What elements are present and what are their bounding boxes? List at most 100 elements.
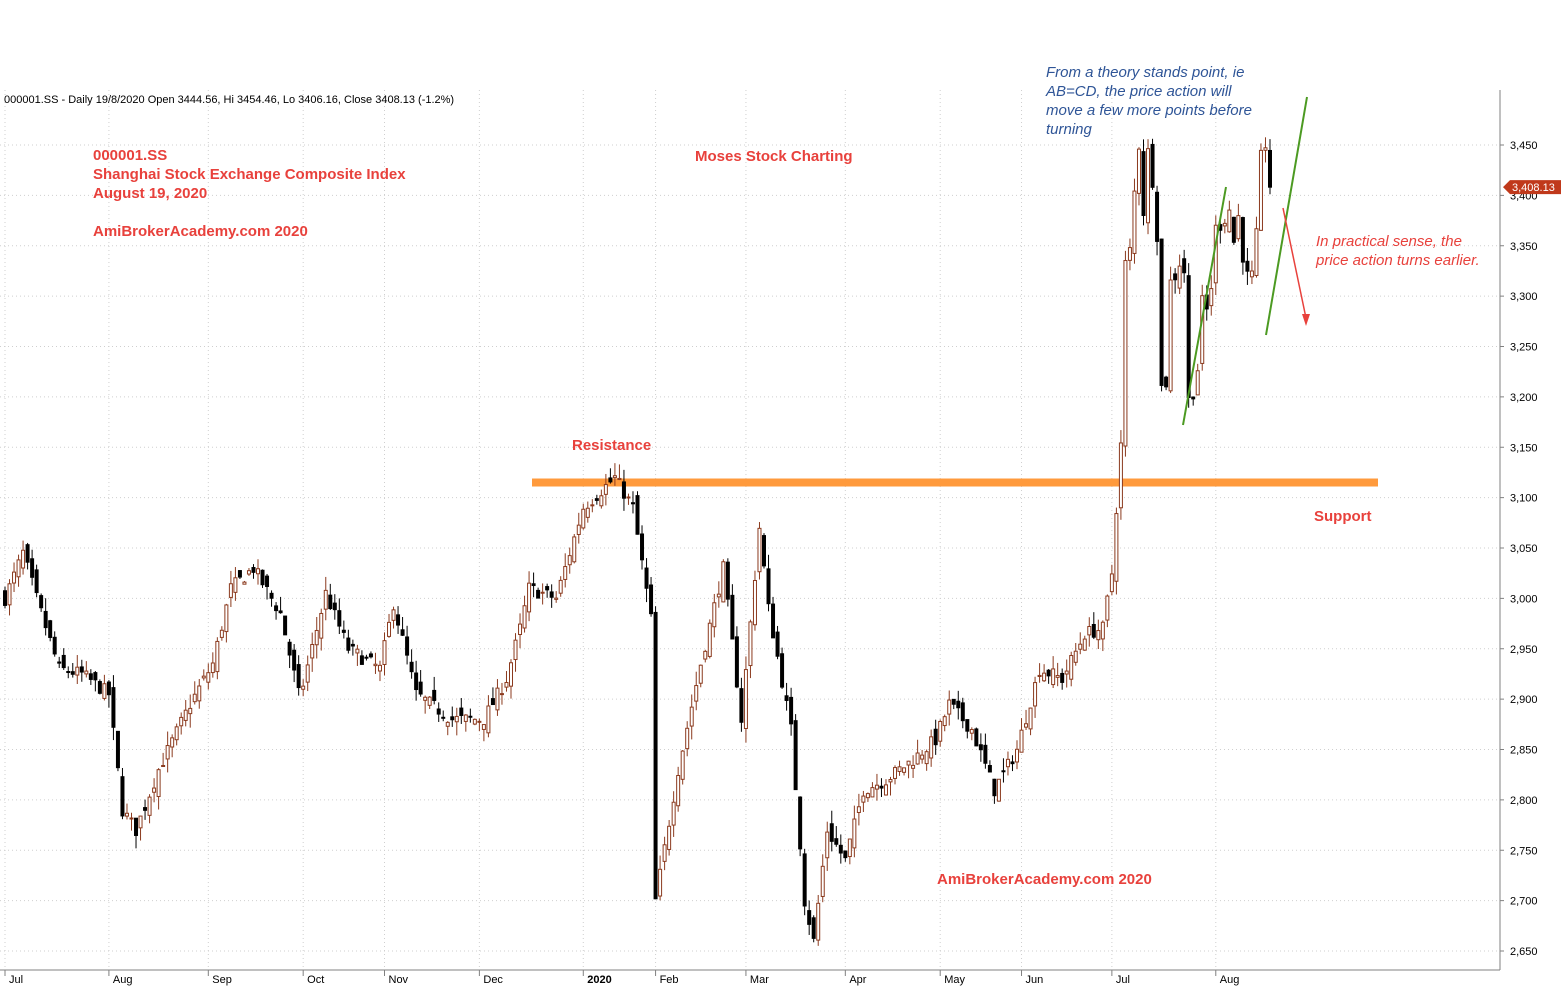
support-resistance-layer xyxy=(532,478,1378,487)
candle-body xyxy=(224,604,229,633)
candle-body xyxy=(7,583,12,606)
candle-up xyxy=(1024,709,1029,731)
candle-body xyxy=(1087,625,1092,636)
candle-body xyxy=(1209,288,1214,307)
candle-up xyxy=(1005,751,1010,776)
candle-body xyxy=(156,769,161,798)
candle-up xyxy=(567,547,572,574)
candle-body xyxy=(1263,147,1268,151)
candle-down xyxy=(364,654,369,661)
candle-up xyxy=(301,679,306,697)
brand-label: Moses Stock Charting xyxy=(695,148,853,165)
y-tick-label: 2,900 xyxy=(1510,694,1538,706)
candle-body xyxy=(57,661,62,664)
candle-body xyxy=(1005,758,1010,768)
candle-down xyxy=(120,767,125,820)
candle-up xyxy=(463,714,468,732)
candle-up xyxy=(1096,619,1101,650)
site-label-bottom: AmiBrokerAcademy.com 2020 xyxy=(937,871,1152,888)
candle-down xyxy=(649,576,654,617)
candle-up xyxy=(161,752,166,768)
candle-up xyxy=(752,570,757,631)
candle-down xyxy=(39,593,44,612)
candle-body xyxy=(188,707,193,715)
candle-up xyxy=(183,699,188,727)
candle-body xyxy=(61,654,66,669)
candle-body xyxy=(807,910,812,925)
candle-body xyxy=(481,724,486,730)
x-tick-label: May xyxy=(944,974,965,986)
candle-body xyxy=(621,481,626,499)
candle-body xyxy=(707,622,712,657)
candle-body xyxy=(590,504,595,507)
candle-up xyxy=(427,696,432,710)
candle-body xyxy=(84,670,89,675)
candle-down xyxy=(134,817,139,849)
candle-up xyxy=(391,606,396,629)
candle-body xyxy=(405,636,410,656)
candle-body xyxy=(924,751,929,765)
candle-body xyxy=(1118,442,1123,509)
candle-up xyxy=(861,790,866,813)
candle-up xyxy=(445,721,450,736)
candle-body xyxy=(748,621,753,667)
candle-body xyxy=(21,549,26,569)
candle-down xyxy=(789,687,794,736)
candle-down xyxy=(143,799,148,820)
candle-up xyxy=(16,554,21,587)
candle-down xyxy=(296,655,301,696)
x-tick-label: Oct xyxy=(307,974,324,986)
candle-body xyxy=(734,636,739,688)
candle-body xyxy=(1046,669,1051,677)
candle-body xyxy=(102,683,107,699)
candle-up xyxy=(481,724,486,742)
candle-body xyxy=(292,649,297,671)
candle-body xyxy=(775,631,780,657)
candle-up xyxy=(1078,632,1083,655)
candle-body xyxy=(111,687,116,728)
candle-up xyxy=(495,679,500,716)
candle-body xyxy=(274,605,279,612)
candle-body xyxy=(1268,149,1272,188)
candle-body xyxy=(237,570,242,578)
candle-down xyxy=(88,669,93,685)
candle-body xyxy=(495,687,500,711)
candle-body xyxy=(1168,279,1173,392)
candle-body xyxy=(527,582,532,613)
candle-body xyxy=(269,592,274,599)
candle-body xyxy=(346,637,351,651)
candle-body xyxy=(965,719,970,732)
candle-body xyxy=(423,696,428,701)
candle-body xyxy=(1060,672,1065,683)
candle-down xyxy=(802,848,807,916)
candle-body xyxy=(409,661,414,673)
candle-body xyxy=(377,664,382,672)
candle-body xyxy=(260,569,265,586)
candle-up xyxy=(888,776,893,796)
candle-down xyxy=(287,638,292,669)
candle-down xyxy=(933,719,938,755)
candle-down xyxy=(762,533,766,569)
candle-up xyxy=(554,591,559,603)
candle-body xyxy=(716,593,721,598)
candle-up xyxy=(124,803,129,820)
candle-up xyxy=(156,768,161,810)
candle-up xyxy=(1082,635,1087,651)
practical-note: In practical sense, the price action tur… xyxy=(1315,233,1480,269)
candle-up xyxy=(129,812,134,831)
candle-body xyxy=(1146,148,1151,224)
candle-body xyxy=(920,754,925,760)
candle-up xyxy=(883,779,888,796)
candle-down xyxy=(346,629,351,654)
y-tick-label: 3,450 xyxy=(1510,140,1538,152)
candle-up xyxy=(716,581,721,608)
candle-body xyxy=(296,664,301,689)
candle-down xyxy=(79,659,84,682)
candle-down xyxy=(834,826,839,847)
candle-up xyxy=(174,723,179,746)
theory-note-line: turning xyxy=(1046,121,1093,138)
candle-body xyxy=(784,695,789,701)
candle-up xyxy=(102,674,107,701)
candle-down xyxy=(1231,216,1236,245)
candle-down xyxy=(115,730,120,772)
